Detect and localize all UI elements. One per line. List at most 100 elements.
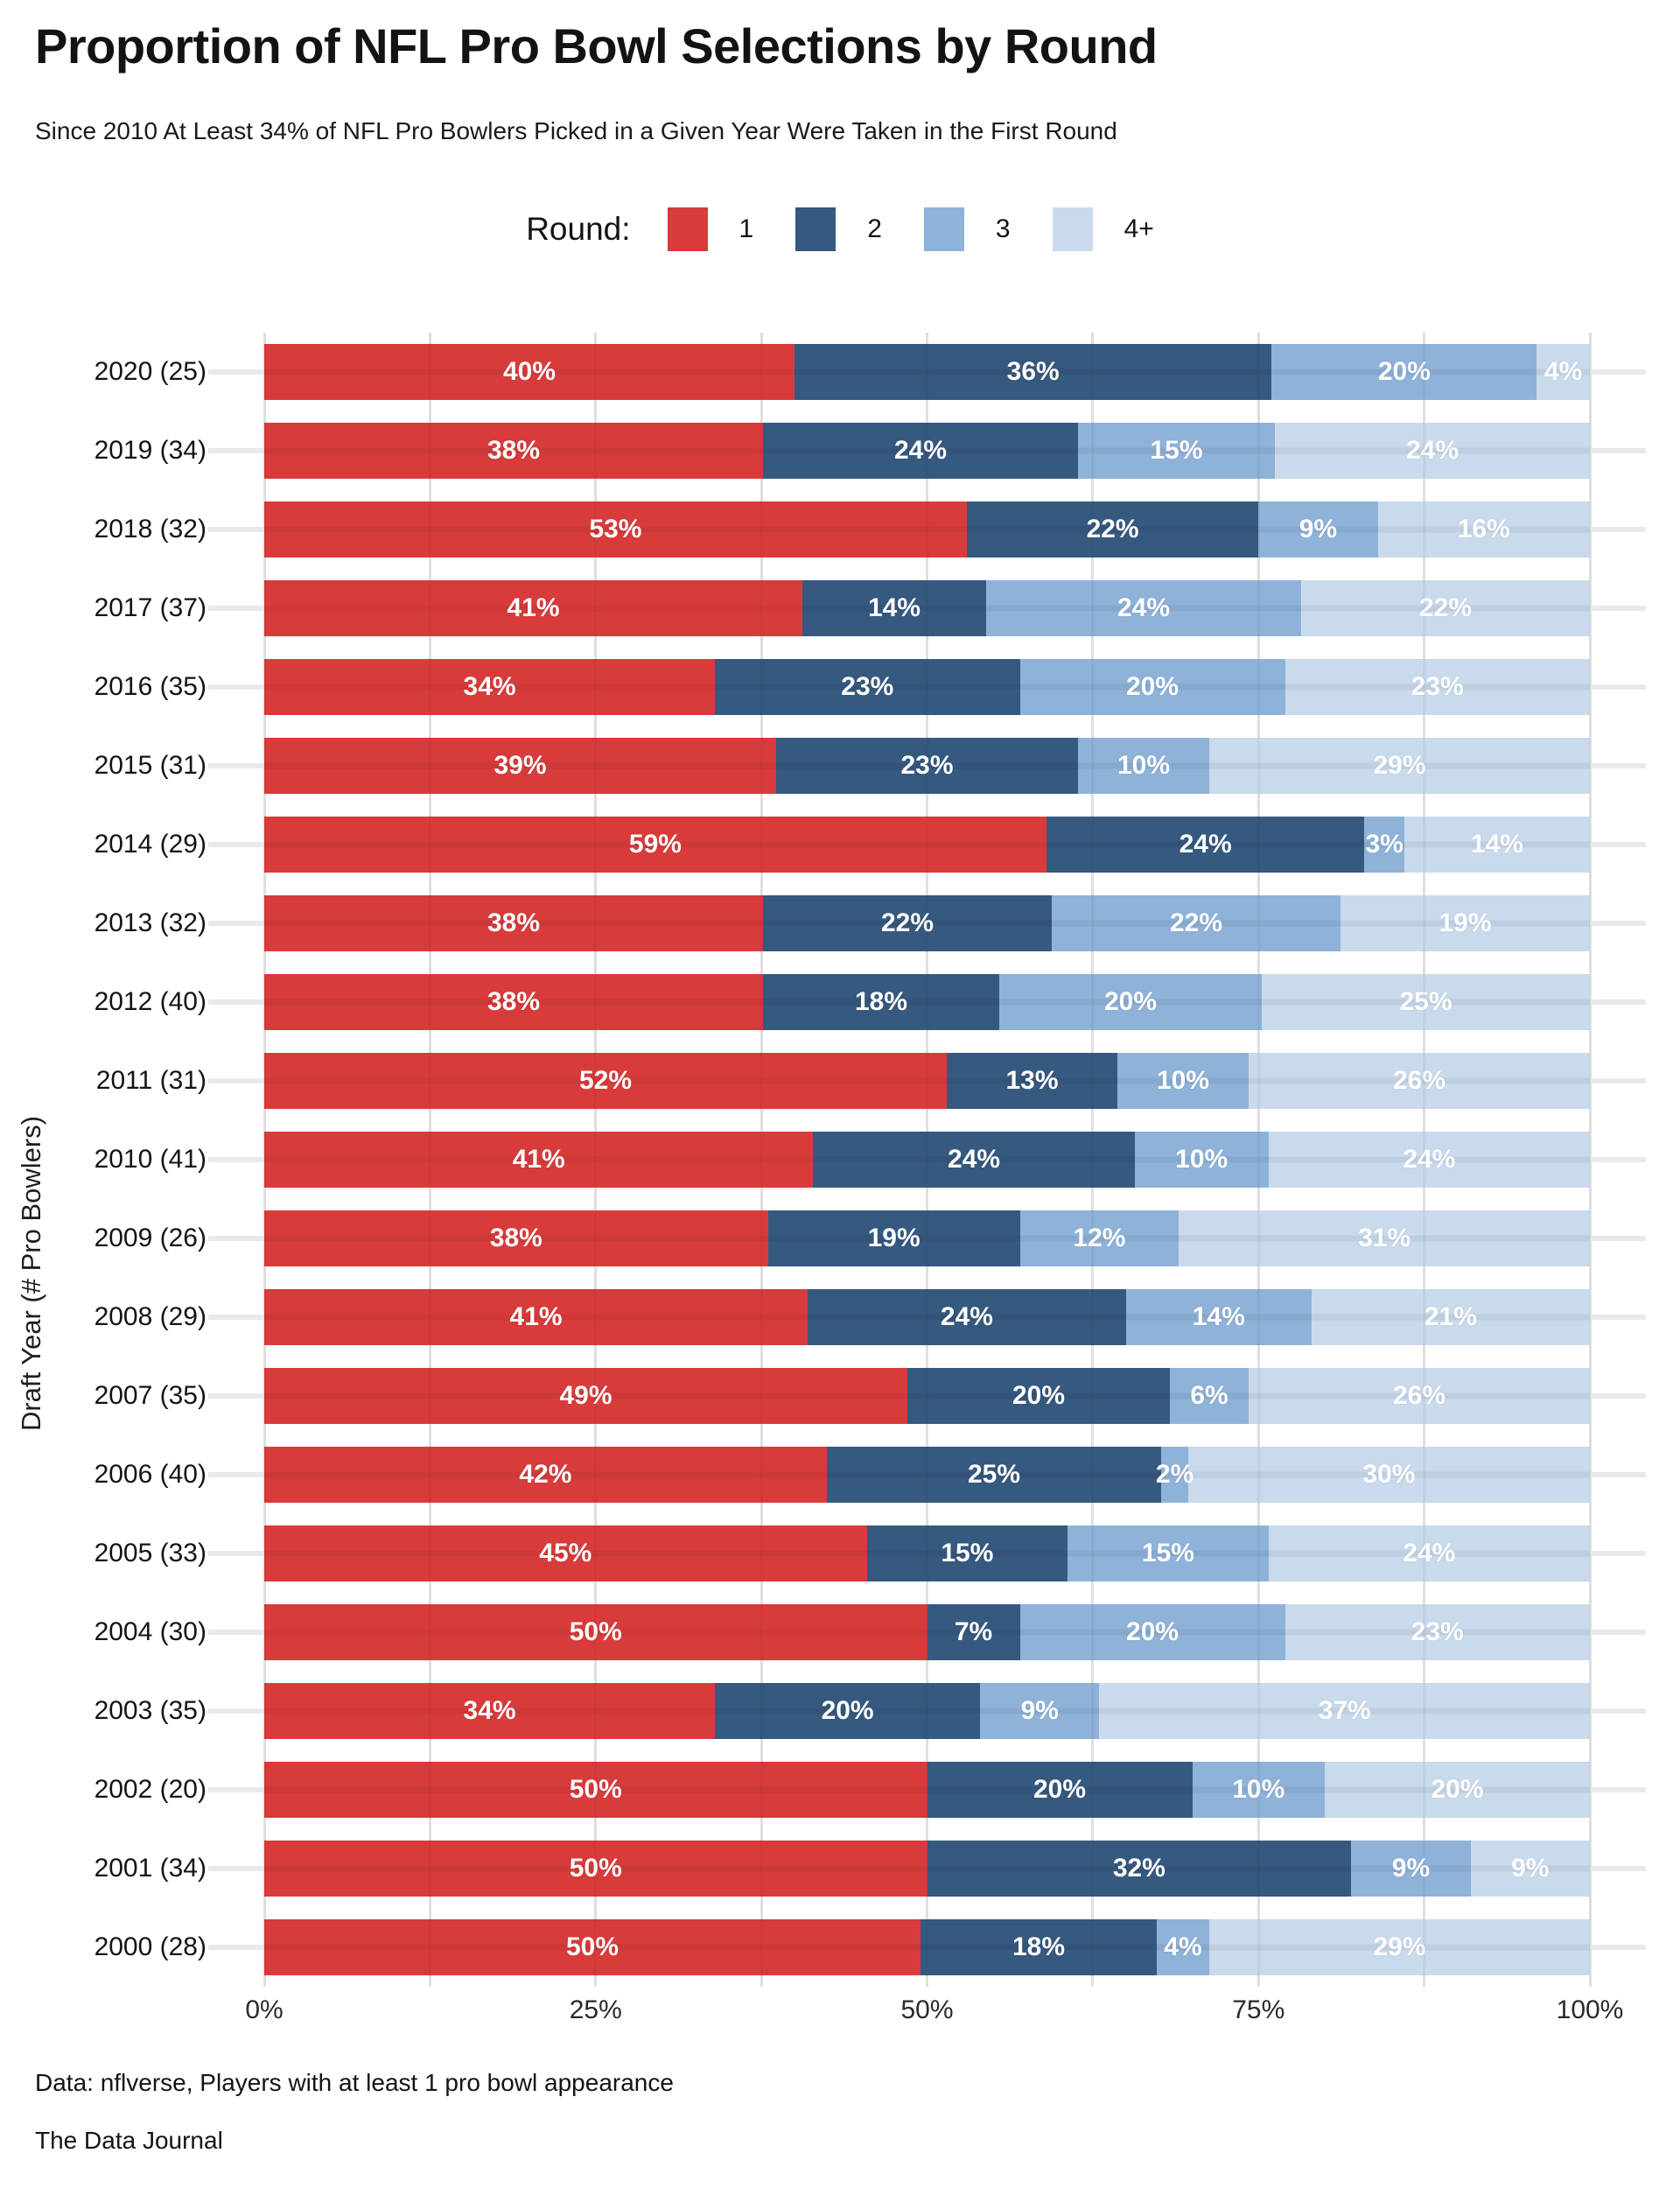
- segment-value-label: 23%: [900, 751, 954, 780]
- bar-segment-round-1: 42%: [264, 1447, 827, 1503]
- stacked-bar: 38% 24% 15% 24%: [264, 423, 1590, 479]
- segment-value-label: 14%: [1470, 830, 1523, 859]
- bar-segment-round-1: 38%: [264, 895, 763, 951]
- bar-segment-round-1: 53%: [264, 501, 967, 558]
- y-axis-tick-label: 2009 (26): [94, 1224, 206, 1252]
- bar-segment-round-1: 49%: [264, 1368, 907, 1424]
- bar-segment-round-2: 24%: [808, 1289, 1126, 1345]
- legend-swatch-round-3: [923, 207, 964, 251]
- segment-value-label: 50%: [569, 1854, 622, 1883]
- x-axis-tick-label: 50%: [900, 1995, 954, 2024]
- bar-segment-round-2: 23%: [715, 659, 1020, 715]
- bar-segment-round-4+: 19%: [1340, 895, 1590, 951]
- bar-segment-round-1: 41%: [264, 1289, 808, 1345]
- segment-value-label: 2%: [1155, 1460, 1194, 1489]
- bar-segment-round-3: 9%: [980, 1683, 1100, 1739]
- segment-value-label: 24%: [948, 1145, 1001, 1174]
- segment-value-label: 18%: [1012, 1932, 1066, 1961]
- y-axis-tick-label: 2018 (32): [94, 515, 206, 543]
- segment-value-label: 40%: [502, 357, 556, 386]
- legend-label: 2: [867, 214, 882, 243]
- y-axis-tick-label: 2020 (25): [94, 357, 206, 386]
- segment-value-label: 38%: [486, 436, 541, 465]
- y-axis-tick-label: 2002 (20): [94, 1775, 206, 1804]
- segment-value-label: 53%: [589, 515, 642, 543]
- stacked-bar: 38% 19% 12% 31%: [264, 1210, 1590, 1266]
- bar-segment-round-1: 52%: [264, 1053, 947, 1109]
- segment-value-label: 20%: [1431, 1775, 1484, 1804]
- bar-segment-round-3: 22%: [1052, 895, 1340, 951]
- bar-segment-round-1: 50%: [264, 1604, 928, 1660]
- segment-value-label: 15%: [941, 1539, 994, 1567]
- segment-value-label: 41%: [507, 593, 560, 622]
- y-axis-tick-label: 2017 (37): [94, 593, 206, 622]
- y-axis-tick-label: 2001 (34): [94, 1854, 206, 1883]
- bar-segment-round-3: 12%: [1019, 1210, 1180, 1266]
- bar-segment-round-2: 20%: [715, 1683, 981, 1739]
- legend-item-round-2: 2: [795, 207, 882, 251]
- x-axis-tick-label: 100%: [1556, 1995, 1624, 2024]
- bar-segment-round-2: 14%: [802, 580, 986, 636]
- segment-value-label: 20%: [1126, 1617, 1180, 1646]
- y-axis-tick-label: 2003 (35): [94, 1696, 206, 1725]
- legend-label: 4+: [1124, 214, 1154, 243]
- y-axis-title: Draft Year (# Pro Bowlers): [16, 1115, 46, 1432]
- plot-area: 2020 (25) 40% 36% 20% 4% 2019 (34) 38% 24% 15% 24…: [94, 333, 1646, 1987]
- segment-value-label: 41%: [509, 1302, 563, 1331]
- bar-segment-round-4+: 37%: [1099, 1683, 1590, 1739]
- y-axis-tick-label: 2015 (31): [94, 751, 206, 780]
- segment-value-label: 24%: [1405, 436, 1460, 465]
- x-axis-tick-label: 25%: [569, 1995, 622, 2024]
- bar-row: 2018 (32) 53% 22% 9% 16%: [94, 490, 1646, 569]
- brand-credit: The Data Journal: [35, 2127, 223, 2154]
- segment-value-label: 24%: [1179, 830, 1232, 859]
- bar-segment-round-2: 22%: [966, 501, 1259, 558]
- y-axis-tick-label: 2007 (35): [94, 1381, 206, 1410]
- bar-segment-round-4+: 25%: [1261, 974, 1590, 1030]
- segment-value-label: 9%: [1511, 1854, 1550, 1883]
- y-axis-tick-label: 2013 (32): [94, 908, 206, 937]
- segment-value-label: 38%: [486, 908, 541, 937]
- bar-row: 2004 (30) 50% 7% 20% 23%: [94, 1593, 1646, 1672]
- bar-row: 2005 (33) 45% 15% 15% 24%: [94, 1514, 1646, 1593]
- bar-row: 2019 (34) 38% 24% 15% 24%: [94, 411, 1646, 490]
- bar-segment-round-2: 13%: [947, 1053, 1117, 1109]
- legend-label: 3: [995, 214, 1011, 243]
- bar-segment-round-3: 10%: [1117, 1053, 1249, 1109]
- bar-segment-round-4+: 26%: [1249, 1368, 1590, 1424]
- segment-value-label: 24%: [893, 436, 948, 465]
- legend-swatch-round-1: [667, 207, 708, 251]
- data-source-note: Data: nflverse, Players with at least 1 …: [35, 2069, 674, 2096]
- bar-segment-round-1: 38%: [264, 423, 763, 479]
- segment-value-label: 50%: [569, 1617, 622, 1646]
- legend-item-round-4+: 4+: [1052, 207, 1154, 251]
- segment-value-label: 9%: [1298, 515, 1338, 543]
- segment-value-label: 23%: [1410, 1617, 1464, 1646]
- segment-value-label: 22%: [1418, 593, 1473, 622]
- bar-row: 2000 (28) 50% 18% 4% 29%: [94, 1908, 1646, 1987]
- segment-value-label: 29%: [1373, 1932, 1426, 1961]
- segment-value-label: 14%: [867, 593, 921, 622]
- segment-value-label: 24%: [1116, 593, 1171, 622]
- segment-value-label: 42%: [519, 1460, 572, 1489]
- bar-segment-round-3: 15%: [1068, 1525, 1269, 1581]
- bar-segment-round-1: 38%: [264, 1210, 768, 1266]
- bar-segment-round-3: 9%: [1351, 1841, 1471, 1897]
- legend-item-round-1: 1: [667, 207, 753, 251]
- segment-value-label: 3%: [1365, 830, 1404, 859]
- bar-segment-round-4+: 29%: [1208, 1919, 1590, 1975]
- bar-row: 2008 (29) 41% 24% 14% 21%: [94, 1278, 1646, 1357]
- segment-value-label: 6%: [1190, 1381, 1228, 1410]
- segment-value-label: 23%: [1410, 672, 1464, 701]
- y-axis-tick-label: 2012 (40): [94, 987, 206, 1016]
- bar-row: 2016 (35) 34% 23% 20% 23%: [94, 648, 1646, 726]
- bar-row: 2020 (25) 40% 36% 20% 4%: [94, 333, 1646, 411]
- segment-value-label: 18%: [854, 987, 908, 1016]
- segment-value-label: 49%: [559, 1381, 612, 1410]
- segment-value-label: 26%: [1392, 1381, 1446, 1410]
- segment-value-label: 34%: [463, 1696, 516, 1725]
- bar-row: 2014 (29) 59% 24% 3% 14%: [94, 805, 1646, 884]
- segment-value-label: 9%: [1391, 1854, 1431, 1883]
- chart-title: Proportion of NFL Pro Bowl Selections by…: [35, 18, 1158, 74]
